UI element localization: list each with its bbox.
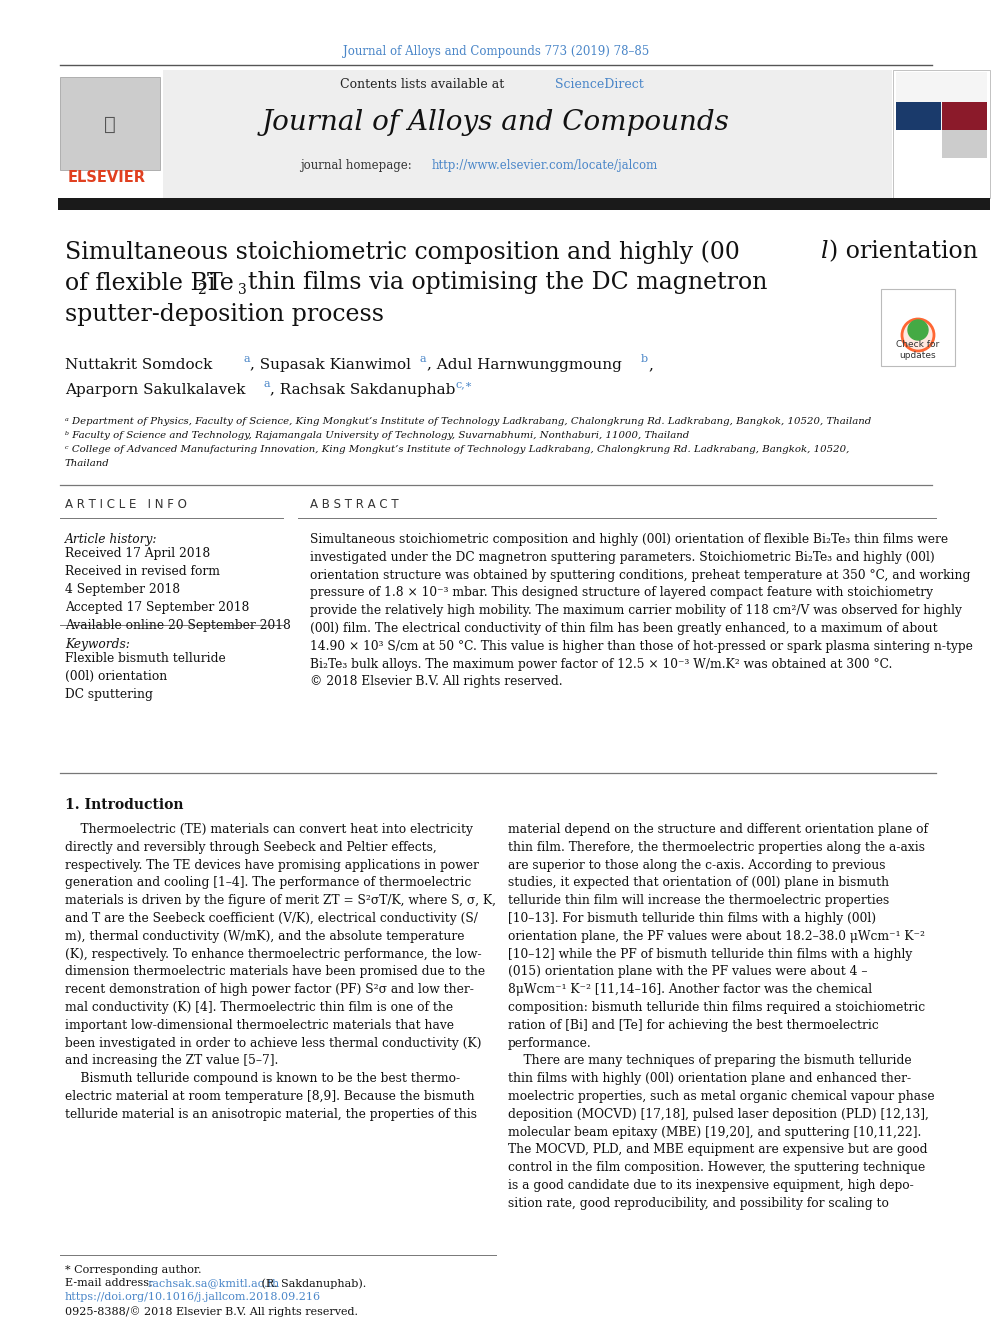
Text: A R T I C L E   I N F O: A R T I C L E I N F O — [65, 499, 186, 512]
Text: l: l — [820, 241, 827, 263]
FancyBboxPatch shape — [58, 70, 163, 198]
FancyBboxPatch shape — [881, 288, 955, 366]
FancyBboxPatch shape — [896, 71, 987, 130]
Text: 🌿: 🌿 — [104, 115, 116, 134]
Text: thin films via optimising the DC magnetron: thin films via optimising the DC magnetr… — [248, 271, 768, 295]
Text: a: a — [243, 355, 250, 364]
Text: Flexible bismuth telluride
(00l) orientation
DC sputtering: Flexible bismuth telluride (00l) orienta… — [65, 652, 226, 701]
Text: ᵃ Department of Physics, Faculty of Science, King Mongkut’s Institute of Technol: ᵃ Department of Physics, Faculty of Scie… — [65, 417, 871, 426]
FancyBboxPatch shape — [896, 102, 941, 130]
Text: E-mail address:: E-mail address: — [65, 1278, 157, 1289]
FancyBboxPatch shape — [60, 77, 160, 169]
Text: a: a — [420, 355, 427, 364]
Text: Journal of Alloys and Compounds: Journal of Alloys and Compounds — [262, 110, 730, 136]
Text: , Rachsak Sakdanuphab: , Rachsak Sakdanuphab — [270, 382, 460, 397]
Text: ELSEVIER: ELSEVIER — [68, 171, 146, 185]
Text: 1. Introduction: 1. Introduction — [65, 798, 184, 812]
Text: c,∗: c,∗ — [455, 378, 472, 389]
Text: Nuttakrit Somdock: Nuttakrit Somdock — [65, 359, 217, 372]
FancyBboxPatch shape — [942, 130, 987, 157]
Text: ) orientation: ) orientation — [829, 241, 978, 263]
Text: Thermoelectric (TE) materials can convert heat into electricity
directly and rev: Thermoelectric (TE) materials can conver… — [65, 823, 496, 1121]
Text: , Supasak Kianwimol: , Supasak Kianwimol — [250, 359, 416, 372]
Text: journal homepage:: journal homepage: — [300, 159, 416, 172]
Text: ᵇ Faculty of Science and Technology, Rajamangala University of Technology, Suvar: ᵇ Faculty of Science and Technology, Raj… — [65, 431, 689, 441]
Text: of flexible Bi: of flexible Bi — [65, 271, 215, 295]
Circle shape — [902, 319, 934, 351]
Text: material depend on the structure and different orientation plane of
thin film. T: material depend on the structure and dif… — [508, 823, 934, 1209]
FancyBboxPatch shape — [58, 198, 990, 210]
Text: http://www.elsevier.com/locate/jalcom: http://www.elsevier.com/locate/jalcom — [432, 159, 659, 172]
Text: ,: , — [648, 359, 653, 372]
Text: 0925-8388/© 2018 Elsevier B.V. All rights reserved.: 0925-8388/© 2018 Elsevier B.V. All right… — [65, 1306, 358, 1316]
Text: ᶜ College of Advanced Manufacturing Innovation, King Mongkut’s Institute of Tech: ᶜ College of Advanced Manufacturing Inno… — [65, 445, 849, 454]
Text: b: b — [641, 355, 648, 364]
Text: Te: Te — [207, 271, 235, 295]
Text: Keywords:: Keywords: — [65, 638, 130, 651]
Text: Thailand: Thailand — [65, 459, 110, 468]
Text: Check for
updates: Check for updates — [897, 340, 939, 360]
Text: Received 17 April 2018
Received in revised form
4 September 2018
Accepted 17 Sep: Received 17 April 2018 Received in revis… — [65, 546, 291, 632]
Text: Article history:: Article history: — [65, 533, 158, 546]
Text: rachsak.sa@kmitl.ac.th: rachsak.sa@kmitl.ac.th — [148, 1278, 281, 1289]
Text: 3: 3 — [238, 283, 247, 296]
FancyBboxPatch shape — [942, 102, 987, 130]
Text: Aparporn Sakulkalavek: Aparporn Sakulkalavek — [65, 382, 250, 397]
Text: Simultaneous stoichiometric composition and highly (00l) orientation of flexible: Simultaneous stoichiometric composition … — [310, 533, 973, 688]
Text: , Adul Harnwunggmoung: , Adul Harnwunggmoung — [427, 359, 627, 372]
Text: a: a — [263, 378, 270, 389]
Text: 2: 2 — [197, 283, 205, 296]
Text: https://doi.org/10.1016/j.jallcom.2018.09.216: https://doi.org/10.1016/j.jallcom.2018.0… — [65, 1293, 321, 1302]
Text: Journal of Alloys and Compounds 773 (2019) 78–85: Journal of Alloys and Compounds 773 (201… — [343, 45, 649, 58]
Text: sputter-deposition process: sputter-deposition process — [65, 303, 384, 325]
Text: ScienceDirect: ScienceDirect — [555, 78, 644, 91]
Text: (R. Sakdanuphab).: (R. Sakdanuphab). — [258, 1278, 366, 1289]
Text: * Corresponding author.: * Corresponding author. — [65, 1265, 201, 1275]
Text: Simultaneous stoichiometric composition and highly (00: Simultaneous stoichiometric composition … — [65, 241, 740, 263]
Text: Contents lists available at: Contents lists available at — [340, 78, 508, 91]
Circle shape — [908, 320, 928, 340]
Text: A B S T R A C T: A B S T R A C T — [310, 499, 399, 512]
FancyBboxPatch shape — [893, 70, 990, 198]
FancyBboxPatch shape — [58, 70, 892, 198]
